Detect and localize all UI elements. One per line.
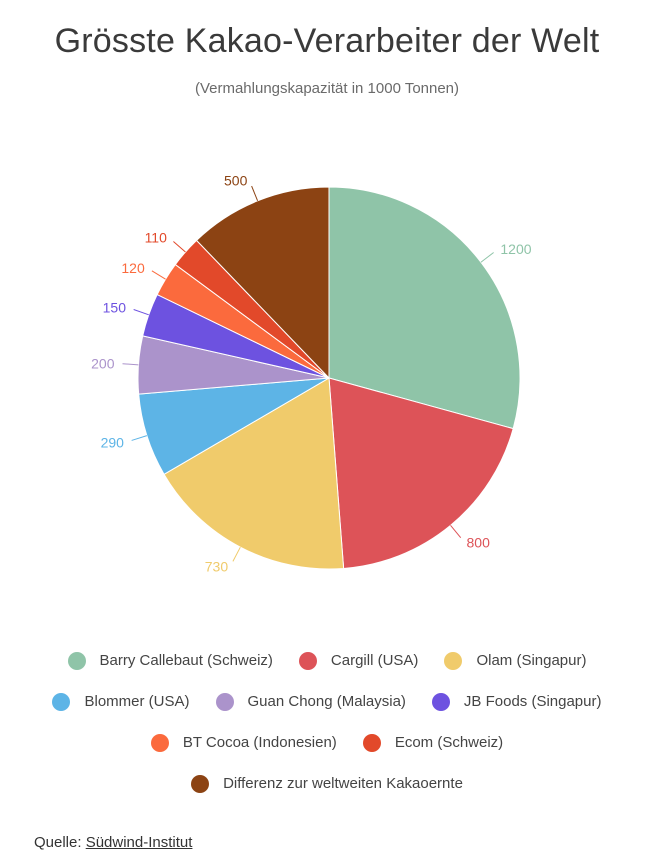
pie-slice[interactable] <box>328 377 514 569</box>
legend-swatch <box>444 651 463 670</box>
legend-row: Differenz zur weltweiten Kakaoernte <box>0 763 654 804</box>
legend-swatch <box>298 651 317 670</box>
legend-item[interactable]: Blommer (USA) <box>52 692 190 711</box>
leader-line <box>122 363 139 366</box>
legend-item[interactable]: BT Cocoa (Indonesien) <box>150 733 337 752</box>
legend-label: BT Cocoa (Indonesien) <box>182 734 337 751</box>
legend-label: Olam (Singapur) <box>476 652 587 669</box>
legend-label: Barry Callebaut (Schweiz) <box>99 652 273 669</box>
legend-swatch <box>150 733 169 752</box>
source-line: Quelle: Südwind-Institut <box>34 834 192 851</box>
legend-swatch <box>362 733 381 752</box>
legend-label: Differenz zur weltweiten Kakaoernte <box>223 775 463 792</box>
data-label: 150 <box>103 300 127 316</box>
legend-label: JB Foods (Singapur) <box>463 693 602 710</box>
leader-line <box>450 525 462 539</box>
legend-swatch <box>191 774 210 793</box>
pie-slice[interactable] <box>163 377 345 570</box>
leader-line <box>151 270 166 280</box>
legend-item[interactable]: Ecom (Schweiz) <box>362 733 504 752</box>
data-label: 110 <box>145 230 168 246</box>
leader-line <box>133 309 149 316</box>
data-label: 290 <box>101 434 125 450</box>
pie-slice[interactable] <box>195 186 330 380</box>
legend-label: Ecom (Schweiz) <box>394 734 504 751</box>
legend-swatch <box>52 692 71 711</box>
data-label: 500 <box>224 172 248 188</box>
legend-swatch <box>67 651 86 670</box>
leader-line <box>131 435 148 441</box>
data-label: 800 <box>467 534 491 550</box>
legend-item[interactable]: Barry Callebaut (Schweiz) <box>67 651 273 670</box>
data-label: 200 <box>91 355 115 371</box>
legend-label: Cargill (USA) <box>330 652 419 669</box>
legend-row: Blommer (USA) Guan Chong (Malaysia) JB Foo… <box>0 681 654 722</box>
legend-label: Blommer (USA) <box>84 693 190 710</box>
leader-line <box>173 241 186 253</box>
leader-line <box>251 185 259 202</box>
chart-title: Grösste Kakao-Verarbeiter der Welt <box>54 22 600 60</box>
legend-item[interactable]: Differenz zur weltweiten Kakaoernte <box>191 774 463 793</box>
legend-item[interactable]: Olam (Singapur) <box>444 651 587 670</box>
source-link[interactable]: Südwind-Institut <box>85 834 193 851</box>
legend-row: BT Cocoa (Indonesien) Ecom (Schweiz) <box>0 722 654 763</box>
data-label: 730 <box>205 559 229 575</box>
pie-slice[interactable] <box>328 186 521 430</box>
leader-line <box>232 546 241 562</box>
legend-swatch <box>215 692 234 711</box>
data-label: 1200 <box>500 241 531 257</box>
chart-legend: Barry Callebaut (Schweiz) Cargill (USA) Ol… <box>0 640 654 804</box>
legend-swatch <box>431 692 450 711</box>
data-label: 120 <box>121 260 145 276</box>
chart-subtitle: (Vermahlungskapazität in 1000 Tonnen) <box>194 80 460 97</box>
leader-line <box>480 252 494 263</box>
source-prefix: Quelle: <box>34 834 86 851</box>
legend-item[interactable]: Guan Chong (Malaysia) <box>215 692 406 711</box>
legend-label: Guan Chong (Malaysia) <box>247 693 406 710</box>
legend-row: Barry Callebaut (Schweiz) Cargill (USA) Ol… <box>0 640 654 681</box>
legend-item[interactable]: Cargill (USA) <box>298 651 419 670</box>
legend-item[interactable]: JB Foods (Singapur) <box>431 692 602 711</box>
